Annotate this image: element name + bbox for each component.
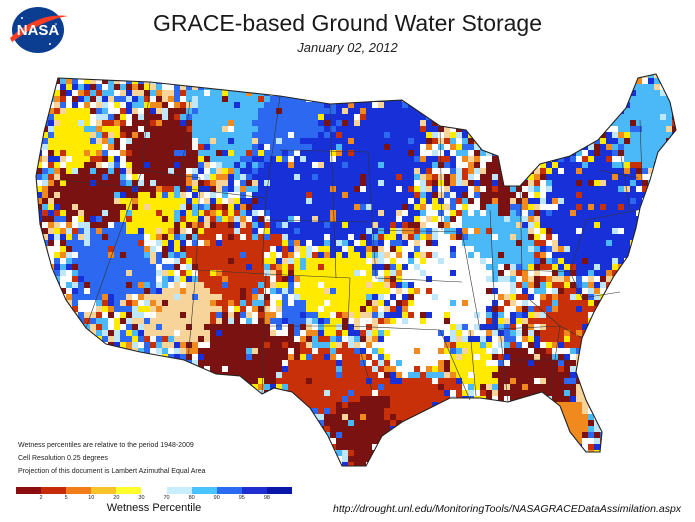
legend-swatch — [66, 487, 92, 494]
us-groundwater-map — [30, 60, 682, 490]
legend-swatch — [116, 487, 142, 494]
legend-tick-label: 20 — [113, 495, 120, 501]
legend-tick-label: 70 — [163, 495, 170, 501]
legend-tick-label: 10 — [88, 495, 95, 501]
legend-ticks: 2 5 10 20 30 70 80 90 95 98 — [16, 494, 292, 504]
state-boundaries — [59, 81, 643, 403]
legend-swatch — [216, 487, 242, 494]
legend: 2 5 10 20 30 70 80 90 95 98 Wetness Percentile — [16, 487, 293, 517]
map-title: GRACE-based Ground Water Storage — [152, 10, 543, 36]
nasa-logo-text: NASA — [17, 22, 60, 39]
legend-color-bar — [16, 487, 293, 494]
legend-swatch — [191, 487, 217, 494]
note-projection: Projection of this document is Lambert A… — [18, 468, 206, 475]
legend-swatch — [16, 487, 42, 494]
legend-title: Wetness Percentile — [106, 502, 202, 514]
nasa-logo: NASA — [6, 4, 70, 56]
source-link[interactable]: http://drought.unl.edu/MonitoringTools/N… — [333, 503, 682, 515]
legend-swatch — [141, 487, 167, 494]
legend-swatch — [41, 487, 67, 494]
legend-tick-label: 2 — [39, 495, 43, 501]
legend-tick-label: 90 — [213, 495, 220, 501]
legend-tick-label: 98 — [263, 495, 270, 501]
legend-swatch — [91, 487, 117, 494]
legend-tick-label: 5 — [64, 495, 68, 501]
legend-tick-label: 30 — [138, 495, 145, 501]
legend-swatch — [241, 487, 267, 494]
legend-swatch — [166, 487, 192, 494]
note-period: Wetness percentiles are relative to the … — [18, 442, 194, 449]
map-date: January 02, 2012 — [297, 40, 398, 55]
legend-tick-label: 95 — [238, 495, 245, 501]
map-notes: Wetness percentiles are relative to the … — [18, 439, 206, 478]
note-resolution: Cell Resolution 0.25 degrees — [18, 455, 108, 462]
legend-swatch — [266, 487, 293, 494]
wetness-cells — [36, 74, 676, 466]
legend-tick-label: 80 — [188, 495, 195, 501]
